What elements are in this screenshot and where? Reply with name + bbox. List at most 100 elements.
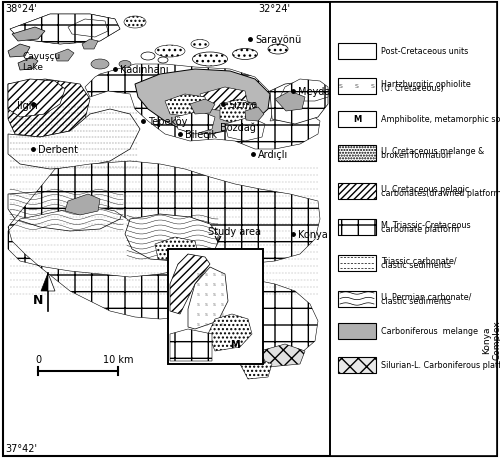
Polygon shape xyxy=(8,80,90,138)
Text: 10 km: 10 km xyxy=(103,354,134,364)
Ellipse shape xyxy=(141,53,155,61)
Bar xyxy=(330,3,497,456)
Text: s: s xyxy=(212,312,216,317)
Ellipse shape xyxy=(192,53,228,67)
Text: Hartzburgitic ophiolite: Hartzburgitic ophiolite xyxy=(381,80,471,89)
Polygon shape xyxy=(55,50,74,62)
Bar xyxy=(338,219,376,235)
Text: S: S xyxy=(371,84,375,90)
Text: U. Cretaceous melange &: U. Cretaceous melange & xyxy=(381,147,484,156)
Text: carbonate platform: carbonate platform xyxy=(381,224,459,234)
Polygon shape xyxy=(125,214,220,262)
Text: s: s xyxy=(212,302,216,307)
Bar xyxy=(338,256,376,271)
Bar xyxy=(3,3,330,456)
Polygon shape xyxy=(65,195,100,216)
Text: İlgin: İlgin xyxy=(18,99,38,111)
Polygon shape xyxy=(8,188,125,231)
Polygon shape xyxy=(225,118,265,142)
Text: s: s xyxy=(220,282,224,287)
Ellipse shape xyxy=(124,17,146,29)
Ellipse shape xyxy=(91,60,109,70)
Polygon shape xyxy=(280,80,328,102)
Text: s: s xyxy=(204,312,208,317)
Text: 32°24': 32°24' xyxy=(258,4,290,14)
Text: 0: 0 xyxy=(35,354,41,364)
Ellipse shape xyxy=(232,50,258,61)
Bar xyxy=(338,184,376,200)
Text: Meydan: Meydan xyxy=(298,87,337,97)
Polygon shape xyxy=(170,254,210,314)
Text: Amphibolite, metamorphic sole: Amphibolite, metamorphic sole xyxy=(381,115,500,124)
Text: clastic sediments: clastic sediments xyxy=(381,297,451,305)
Polygon shape xyxy=(8,162,320,319)
Polygon shape xyxy=(82,40,98,50)
Text: U. Cretaceous pelagic: U. Cretaceous pelagic xyxy=(381,185,470,194)
Text: Post-Cretaceous units: Post-Cretaceous units xyxy=(381,47,468,56)
Text: Sızma: Sızma xyxy=(228,100,258,110)
Text: s: s xyxy=(196,282,200,287)
Text: Triassic carbonate/: Triassic carbonate/ xyxy=(381,257,456,265)
Polygon shape xyxy=(85,65,320,150)
Polygon shape xyxy=(200,88,248,112)
Polygon shape xyxy=(275,92,305,112)
Text: carbonates(drawned platform): carbonates(drawned platform) xyxy=(381,189,500,197)
Polygon shape xyxy=(8,80,65,118)
Text: Bozdağ: Bozdağ xyxy=(220,123,256,133)
Text: M. Triassic-Cretaceous: M. Triassic-Cretaceous xyxy=(381,220,470,230)
Bar xyxy=(168,249,263,364)
Polygon shape xyxy=(200,280,318,364)
Polygon shape xyxy=(170,329,212,361)
Text: Tepeköy: Tepeköy xyxy=(148,117,188,127)
Polygon shape xyxy=(165,95,208,118)
Text: Ardıçlı: Ardıçlı xyxy=(258,150,288,160)
Bar xyxy=(338,146,376,162)
Polygon shape xyxy=(155,237,198,262)
Text: (U. Cretaceous): (U. Cretaceous) xyxy=(381,84,444,93)
Text: Çavuşçu
Lake: Çavuşçu Lake xyxy=(22,52,60,72)
Bar xyxy=(338,112,376,128)
Text: s: s xyxy=(220,312,224,317)
Text: s: s xyxy=(196,322,200,327)
Text: s: s xyxy=(196,292,200,297)
Ellipse shape xyxy=(119,62,131,68)
Text: Study area: Study area xyxy=(208,226,261,236)
Polygon shape xyxy=(41,274,48,291)
Text: S: S xyxy=(355,84,359,90)
Text: s: s xyxy=(212,272,216,277)
Text: 38°24': 38°24' xyxy=(5,4,37,14)
Text: s: s xyxy=(212,292,216,297)
Text: clastic sediments: clastic sediments xyxy=(381,260,451,269)
Text: Bilecik: Bilecik xyxy=(185,130,217,140)
Polygon shape xyxy=(220,100,255,125)
Text: Konya
Complex: Konya Complex xyxy=(482,319,500,359)
Ellipse shape xyxy=(158,58,168,64)
Text: s: s xyxy=(196,312,200,317)
Bar xyxy=(338,44,376,60)
Text: s: s xyxy=(220,322,224,327)
Text: 37°42': 37°42' xyxy=(5,443,37,453)
Text: s: s xyxy=(212,282,216,287)
Ellipse shape xyxy=(155,46,185,58)
Polygon shape xyxy=(10,15,120,45)
Text: N: N xyxy=(33,293,43,306)
Polygon shape xyxy=(260,344,305,367)
Text: broken formation: broken formation xyxy=(381,151,451,160)
Polygon shape xyxy=(175,112,215,134)
Text: Silurian-L. Carboniferous platform: Silurian-L. Carboniferous platform xyxy=(381,361,500,369)
Text: U. Permian carbonate/: U. Permian carbonate/ xyxy=(381,292,472,302)
Polygon shape xyxy=(68,20,108,38)
Bar xyxy=(338,79,376,95)
Polygon shape xyxy=(245,108,264,122)
Text: Konya: Konya xyxy=(298,230,328,240)
Text: s: s xyxy=(196,272,200,277)
Polygon shape xyxy=(240,359,272,379)
Text: s: s xyxy=(204,272,208,277)
Polygon shape xyxy=(270,82,328,125)
Bar xyxy=(338,357,376,373)
Text: s: s xyxy=(220,292,224,297)
Text: s: s xyxy=(204,302,208,307)
Text: s: s xyxy=(220,272,224,277)
Text: Carboniferous  melange: Carboniferous melange xyxy=(381,327,478,336)
Polygon shape xyxy=(135,70,270,134)
